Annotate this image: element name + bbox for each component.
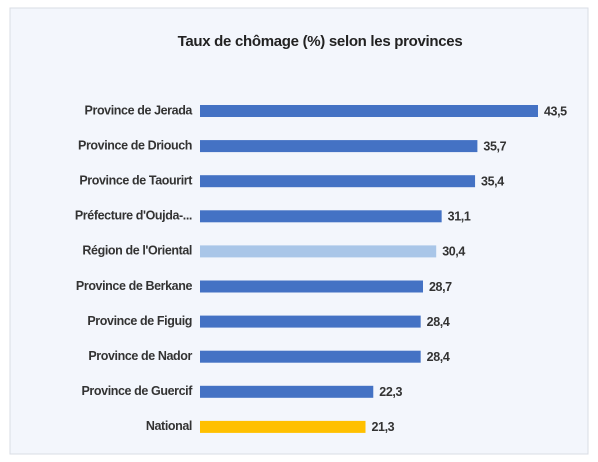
bar xyxy=(200,105,538,117)
chart-title: Taux de chômage (%) selon les provinces xyxy=(178,33,463,50)
category-label: Province de Taourirt xyxy=(79,173,193,187)
category-label: National xyxy=(146,419,192,433)
category-label: Région de l'Oriental xyxy=(82,244,192,258)
value-label: 28,7 xyxy=(429,280,452,294)
value-label: 22,3 xyxy=(379,385,402,399)
category-label: Province de Jerada xyxy=(85,103,194,117)
category-label: Province de Guercif xyxy=(82,384,194,398)
category-label: Province de Berkane xyxy=(76,279,193,293)
bar xyxy=(200,385,374,398)
value-label: 35,4 xyxy=(481,174,504,188)
value-label: 31,1 xyxy=(448,210,471,224)
bar xyxy=(200,245,437,258)
value-label: 35,7 xyxy=(483,139,506,153)
value-label: 21,3 xyxy=(372,420,395,434)
value-label: 43,5 xyxy=(544,104,567,118)
value-label: 30,4 xyxy=(442,245,465,259)
bar xyxy=(200,175,476,188)
bar xyxy=(200,280,424,293)
category-label: Préfecture d'Oujda-... xyxy=(75,209,192,223)
bar xyxy=(200,350,421,363)
chart-panel xyxy=(9,7,589,455)
bar xyxy=(200,140,478,153)
category-label: Province de Driouch xyxy=(78,138,192,152)
category-label: Province de Nador xyxy=(88,349,192,363)
bar xyxy=(200,210,442,223)
category-label: Province de Figuig xyxy=(87,314,192,328)
value-label: 28,4 xyxy=(427,350,450,364)
value-label: 28,4 xyxy=(427,315,450,329)
bar xyxy=(200,315,421,328)
bar xyxy=(200,420,366,433)
